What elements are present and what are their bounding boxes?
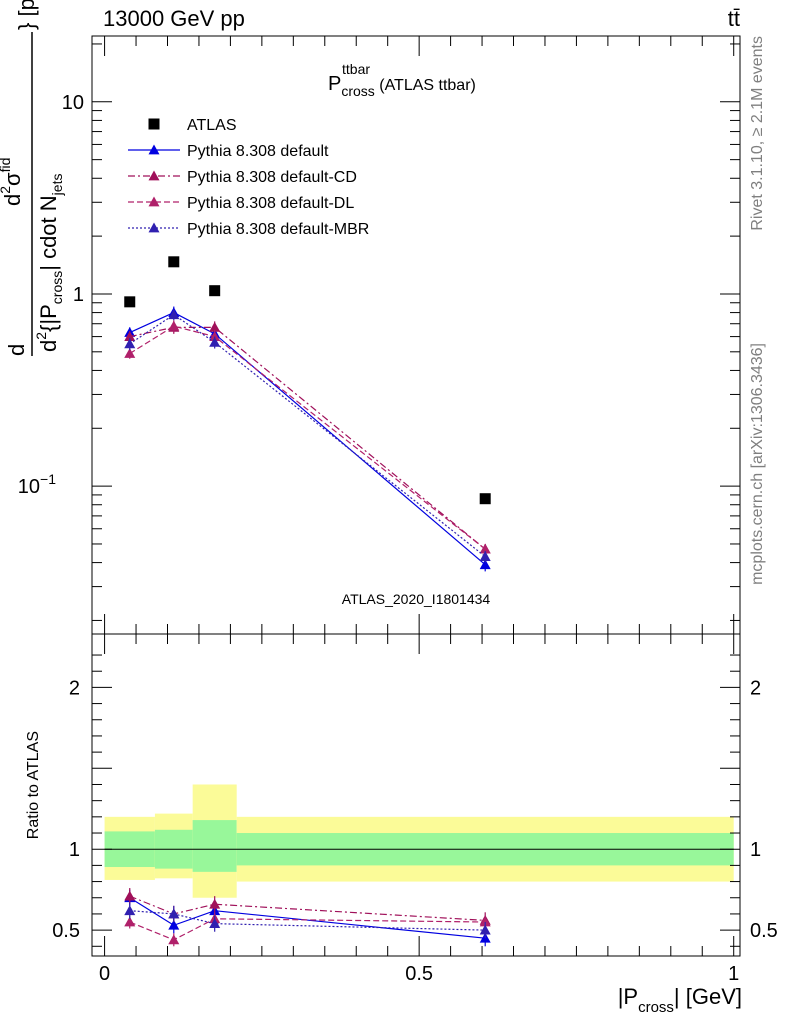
x-tick-label: 0.5: [405, 963, 433, 985]
ratio-point: [209, 898, 221, 909]
data-point: [479, 551, 491, 561]
data-point: [124, 338, 136, 349]
data-point: [479, 559, 491, 570]
chart-title-superscript: ttbar: [342, 61, 370, 77]
ratio-point: [209, 918, 221, 929]
data-point: [209, 336, 221, 347]
ratio-y-tick-label-left: 2: [69, 677, 80, 699]
svg-text:d: d: [4, 344, 29, 356]
ratio-point: [479, 924, 491, 935]
series-line: [129, 311, 486, 566]
legend-marker: [148, 144, 160, 155]
data-point: [124, 331, 136, 341]
ratio-point: [168, 908, 180, 919]
data-point: [479, 493, 491, 505]
series-line: [129, 326, 486, 550]
chart-title: Pcross (ATLAS ttbar): [328, 73, 476, 99]
ratio-point: [168, 934, 180, 945]
mcplots-label: mcplots.cern.ch [arXiv:1306.3436]: [749, 343, 766, 585]
y-tick-label: 10: [62, 92, 84, 114]
analysis-watermark: ATLAS_2020_I1801434: [342, 591, 491, 607]
legend-marker: [148, 196, 160, 207]
data-point: [209, 331, 221, 341]
ratio-frame: [91, 633, 741, 957]
y-tick-label: 10−1: [18, 471, 56, 498]
svg-text:d2{|Pcross| cdot Njets: d2{|Pcross| cdot Njets: [33, 174, 65, 352]
main-panel: 10−1 1 10 Pcross (ATLAS ttbar) ttbar ATLAS…: [0, 0, 741, 635]
stat-uncertainty-band: [192, 820, 237, 872]
series-line: [129, 313, 486, 558]
data-point: [168, 256, 180, 268]
data-point: [168, 309, 180, 320]
ratio-series-line: [129, 910, 486, 931]
x-axis-label: |Pcross| [GeV]: [618, 984, 742, 1016]
legend-marker: [148, 222, 160, 233]
data-point: [209, 321, 221, 332]
ratio-y-tick-label-right: 0.5: [750, 920, 778, 942]
y-tick-label: 1: [73, 284, 84, 306]
rivet-version-label: Rivet 3.1.10, ≥ 2.1M events: [749, 36, 766, 231]
ratio-point: [479, 916, 491, 927]
ratio-y-tick-label-right: 2: [750, 677, 761, 699]
y-axis-label: d d2σfid d2{|Pcross| cdot Njets } [pb/Ge…: [0, 0, 65, 356]
x-tick-label: 0: [99, 963, 110, 985]
legend-label: Pythia 8.308 default: [187, 143, 329, 160]
ratio-y-label: Ratio to ATLAS: [25, 731, 42, 839]
data-point: [124, 296, 136, 308]
process-label: tt̄: [728, 6, 740, 31]
energy-label: 13000 GeV pp: [103, 6, 245, 31]
x-tick-label: 1: [728, 963, 739, 985]
legend-label: Pythia 8.308 default-MBR: [187, 221, 369, 238]
data-point: [168, 320, 180, 331]
ratio-point: [124, 916, 136, 927]
ratio-point: [124, 905, 136, 916]
ratio-y-tick-label-right: 1: [750, 839, 761, 861]
legend-label: ATLAS: [187, 117, 237, 134]
data-point: [479, 543, 491, 554]
ratio-series-line: [129, 918, 486, 941]
data-point: [209, 285, 221, 297]
series-line: [129, 325, 486, 550]
ratio-series-line: [129, 897, 486, 939]
legend-marker: [148, 118, 160, 130]
ratio-point: [168, 919, 180, 930]
ratio-panel: 0.5 0.5 1 1 2 2 0 0.5 1 Ratio to ATLAS |Pcross| …: [25, 633, 778, 1016]
ratio-series-line: [129, 895, 486, 922]
data-point: [124, 347, 136, 358]
legend-marker: [148, 170, 160, 181]
legend: ATLAS Pythia 8.308 default Pythia 8.308 de…: [128, 117, 369, 238]
svg-text:} [pb/GeV]: } [pb/GeV]: [14, 0, 39, 30]
ratio-point: [124, 890, 136, 901]
legend-label: Pythia 8.308 default-DL: [187, 195, 354, 212]
ratio-y-tick-label-left: 1: [69, 839, 80, 861]
ratio-y-tick-label-left: 0.5: [52, 920, 80, 942]
svg-text:d2σfid: d2σfid: [0, 158, 25, 206]
legend-label: Pythia 8.308 default-CD: [187, 169, 357, 186]
